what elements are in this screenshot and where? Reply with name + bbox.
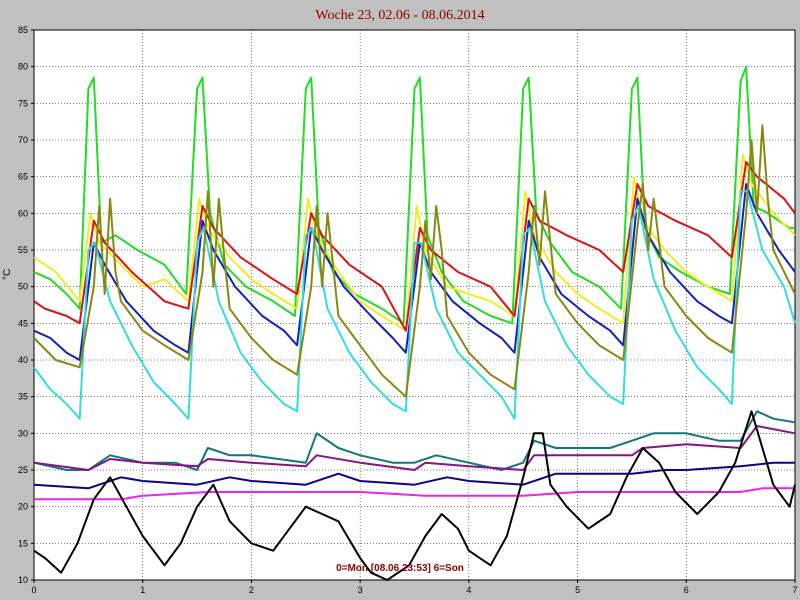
y-tick-label: 55 [18, 245, 28, 255]
x-tick-label: 3 [358, 585, 363, 595]
y-tick-label: 30 [18, 428, 28, 438]
y-tick-label: 60 [18, 208, 28, 218]
x-tick-label: 2 [249, 585, 254, 595]
chart-title: Woche 23, 02.06 - 08.06.2014 [315, 8, 485, 23]
y-tick-label: 35 [18, 392, 28, 402]
y-tick-label: 85 [18, 25, 28, 35]
x-tick-label: 1 [140, 585, 145, 595]
y-tick-label: 20 [18, 502, 28, 512]
x-tick-label: 0 [31, 585, 36, 595]
series-line-10 [33, 410, 796, 581]
series-line-9 [34, 487, 795, 501]
y-tick-label: 80 [18, 62, 28, 72]
grid-lines [33, 29, 796, 581]
series-line-7 [33, 425, 796, 471]
chart-footer-status: 0=Mon [08.06 23:53] 6=Son [336, 563, 464, 574]
y-tick-label: 15 [18, 538, 28, 548]
y-tick-label: 10 [18, 575, 28, 585]
x-tick-label: 5 [575, 585, 580, 595]
plot-area [33, 29, 796, 581]
y-tick-label: 70 [18, 135, 28, 145]
series-group [33, 65, 796, 581]
series-line-6 [33, 410, 796, 471]
series-line-4 [33, 190, 796, 420]
series-line-5 [33, 124, 796, 398]
y-tick-label: 50 [18, 282, 28, 292]
series-line-1 [33, 153, 796, 332]
y-tick-label: 45 [18, 318, 28, 328]
series-line-0 [33, 65, 795, 325]
y-tick-label: 40 [18, 355, 28, 365]
y-tick-label: 75 [18, 98, 28, 108]
y-tick-label: 25 [18, 465, 28, 475]
y-tick-label: 65 [18, 172, 28, 182]
x-tick-label: 7 [792, 585, 797, 595]
x-tick-label: 6 [684, 585, 689, 595]
y-axis-label: °C [2, 268, 13, 280]
series-line-8 [33, 461, 795, 490]
series-line-3 [33, 183, 796, 361]
x-tick-label: 4 [466, 585, 471, 595]
